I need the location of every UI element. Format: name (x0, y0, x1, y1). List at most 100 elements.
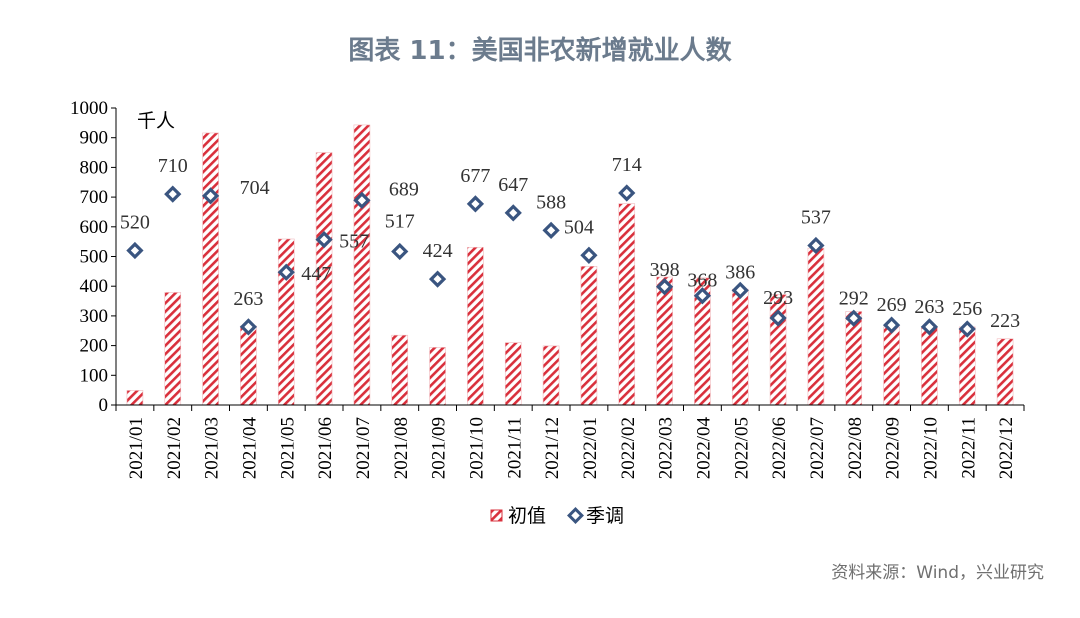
bar-initial (126, 390, 144, 406)
chart-title: 图表 11：美国非农新增就业人数 (348, 36, 732, 66)
y-tick-label: 900 (80, 128, 109, 149)
bar-initial (353, 124, 371, 406)
source-note: 资料来源：Wind，兴业研究 (831, 563, 1044, 583)
marker-seasonal (504, 204, 522, 222)
y-tick-label: 600 (80, 217, 109, 238)
marker-seasonal (845, 309, 863, 327)
x-tick-label: 2022/03 (656, 417, 677, 479)
marker-seasonal (353, 191, 371, 209)
data-label: 263 (233, 288, 263, 310)
marker-seasonal (807, 236, 825, 255)
marker-seasonal (466, 195, 485, 213)
y-tick-label: 200 (80, 336, 109, 357)
data-label: 557 (339, 231, 369, 253)
data-label: 714 (612, 154, 642, 176)
y-tick-label: 400 (80, 276, 109, 297)
bar-initial (391, 334, 409, 406)
x-tick-label: 2021/04 (239, 417, 260, 480)
data-label: 398 (650, 259, 680, 281)
legend: 初值 季调 (490, 505, 624, 527)
legend-swatch-initial (490, 509, 503, 522)
data-label: 517 (385, 210, 415, 232)
x-axis: 2021/01 2021/02 2021/03 2021/04 2021/05 2021/… (115, 404, 1025, 480)
data-label: 689 (389, 178, 419, 200)
y-tick-label: 300 (80, 306, 109, 327)
marker-seasonal (618, 184, 636, 202)
bar-initial (958, 326, 976, 406)
legend-label-initial: 初值 (508, 505, 546, 527)
marker-seasonal (882, 316, 901, 334)
y-tick-label: 100 (80, 365, 109, 386)
x-tick-label: 2022/10 (920, 417, 941, 479)
data-label: 704 (240, 177, 270, 199)
x-tick-label: 2021/02 (164, 417, 185, 479)
bar-initial (656, 276, 673, 406)
x-tick-label: 2021/05 (277, 417, 298, 479)
marker-seasonal (164, 185, 182, 203)
x-tick-label: 2022/09 (883, 417, 904, 479)
bar-initial (883, 326, 900, 406)
x-tick-label: 2021/03 (202, 417, 223, 479)
x-tick-label: 2022/05 (731, 417, 752, 479)
data-label: 292 (839, 287, 869, 309)
bar-initial (240, 325, 257, 406)
data-label: 368 (687, 270, 717, 292)
marker-series-seasonal (126, 184, 976, 338)
bar-initial (731, 288, 749, 406)
x-tick-label: 2021/06 (315, 417, 336, 479)
x-tick-label: 2021/12 (542, 417, 563, 479)
bar-initial (996, 338, 1014, 406)
data-label: 263 (914, 296, 944, 318)
data-label: 256 (952, 298, 982, 320)
marker-seasonal (769, 309, 787, 327)
x-tick-label: 2022/12 (996, 417, 1017, 479)
y-tick-label: 800 (80, 157, 109, 178)
bar-initial (467, 246, 484, 406)
y-axis: 0 100 200 300 400 500 600 700 800 900 1000 (70, 98, 117, 416)
bar-initial (202, 132, 219, 406)
marker-seasonal (655, 278, 674, 296)
x-tick-label: 2022/11 (958, 417, 979, 479)
x-tick-label: 2021/11 (504, 417, 525, 479)
x-tick-label: 2021/07 (353, 417, 374, 479)
y-tick-label: 1000 (70, 98, 108, 119)
bar-initial (504, 342, 522, 406)
legend-label-seasonal: 季调 (586, 505, 624, 527)
marker-seasonal (391, 242, 409, 261)
y-tick-label: 700 (80, 187, 109, 208)
marker-seasonal (201, 187, 220, 205)
data-label: 677 (460, 165, 490, 187)
bar-initial (807, 247, 825, 406)
marker-seasonal (731, 281, 749, 299)
data-label: 293 (763, 287, 793, 309)
marker-seasonal (958, 320, 976, 338)
data-label: 269 (877, 294, 907, 316)
marker-seasonal (428, 270, 447, 288)
marker-seasonal (542, 221, 560, 239)
marker-seasonal (920, 318, 939, 336)
x-tick-label: 2022/04 (693, 417, 714, 480)
marker-seasonal (126, 241, 144, 260)
bar-series-initial (126, 124, 1014, 406)
x-tick-label: 2022/07 (807, 417, 828, 479)
x-tick-label: 2021/09 (429, 417, 450, 479)
bar-initial (921, 327, 938, 406)
data-label: 647 (498, 174, 528, 196)
marker-seasonal (277, 263, 295, 281)
bar-initial (618, 203, 636, 406)
bar-initial (429, 347, 446, 406)
data-labels: 520 710 704 263 447 557 689 517 424 677 647 588 504 7… (120, 154, 1020, 332)
data-label: 710 (158, 155, 188, 177)
marker-seasonal (239, 318, 258, 336)
data-label: 537 (801, 207, 831, 229)
data-label: 447 (301, 263, 331, 285)
data-label: 520 (120, 212, 150, 234)
y-unit-label: 千人 (137, 110, 175, 132)
data-label: 386 (725, 261, 755, 283)
data-label: 424 (423, 240, 453, 262)
y-tick-label: 0 (99, 395, 109, 416)
y-tick-label: 500 (80, 247, 109, 268)
x-tick-label: 2022/08 (845, 417, 866, 479)
legend-swatch-seasonal (567, 507, 584, 524)
